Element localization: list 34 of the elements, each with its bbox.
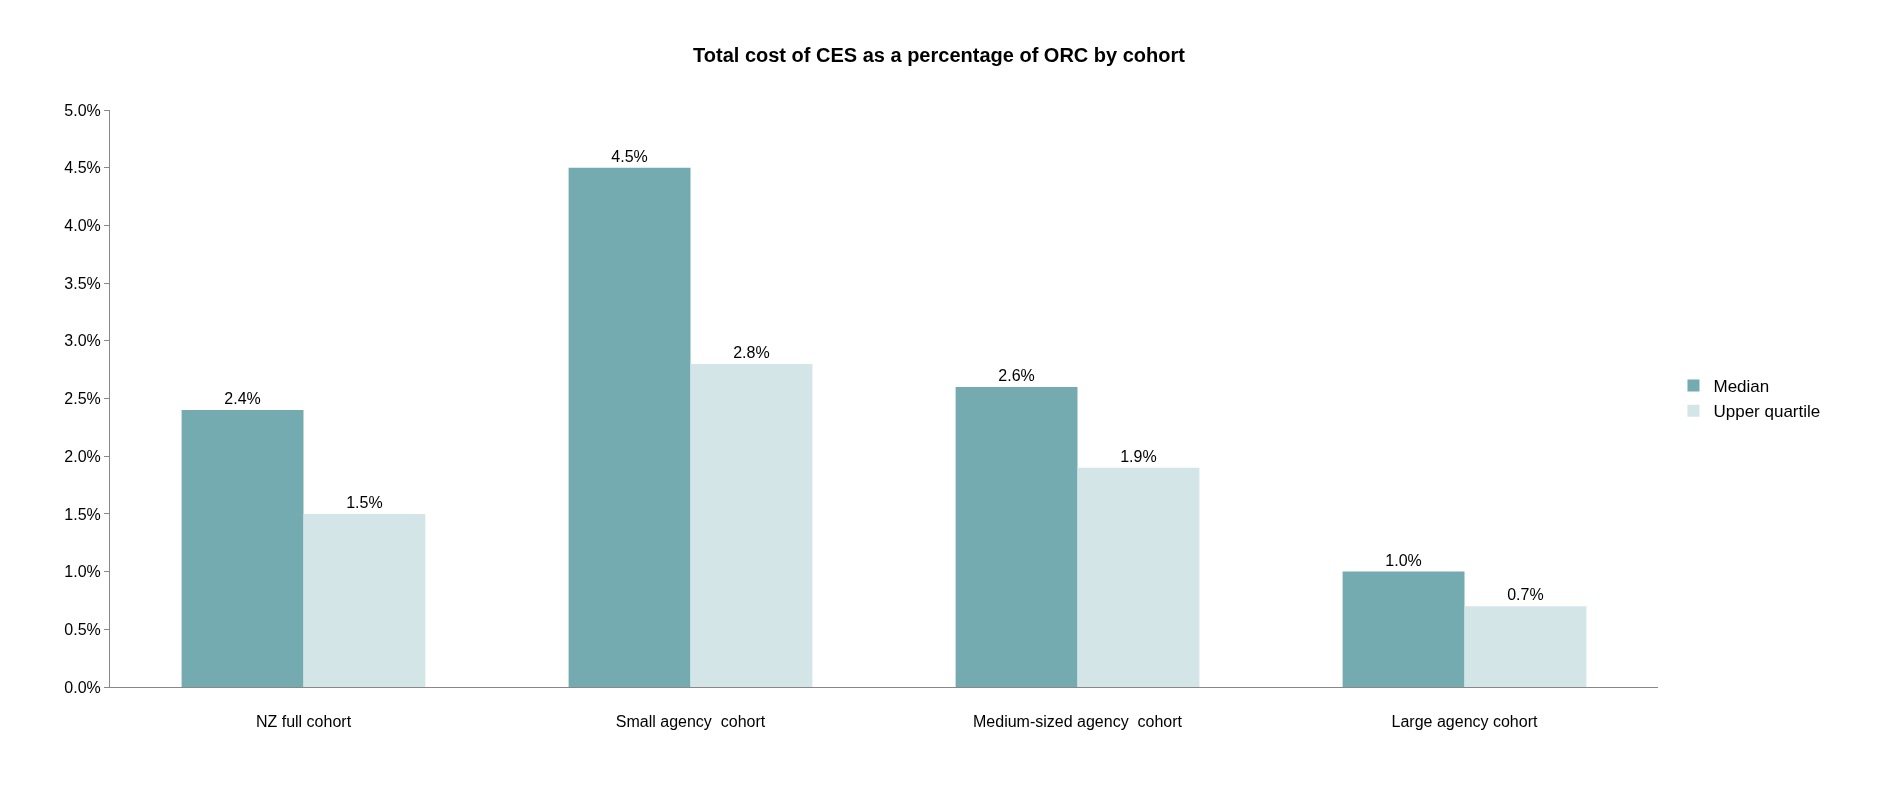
y-tick-label: 1.0% [64,563,101,581]
bar [1464,606,1587,687]
y-tick-label: 0.0% [64,678,101,696]
x-tick-label: Medium-sized agency cohort [973,713,1183,731]
y-tick-label: 0.5% [64,620,101,638]
bar [1077,467,1200,687]
bar [1342,571,1465,687]
y-tick-label: 1.5% [64,505,101,523]
legend-label: Median [1713,377,1770,397]
x-tick-label: Small agency cohort [615,713,766,731]
data-label: 2.4% [224,390,261,408]
y-tick-label: 4.0% [64,217,101,234]
bar [568,167,691,687]
y-tick-label: 2.0% [64,447,101,465]
x-tick-label: NZ full cohort [255,713,352,731]
bar [955,386,1078,687]
legend-label: Upper quartile [1713,402,1821,422]
y-tick-label: 5.0% [64,101,101,119]
data-label: 1.9% [1120,447,1157,465]
data-label: 1.0% [1385,551,1422,569]
data-label: 1.5% [346,493,383,511]
y-tick-label: 4.5% [64,159,101,177]
data-label: 0.7% [1507,586,1544,604]
chart-title: Total cost of CES as a percentage of ORC by cohort [693,44,1186,67]
bar [181,410,304,687]
data-label: 2.6% [998,366,1035,384]
x-tick-label: Large agency cohort [1391,713,1538,731]
y-tick-label: 3.5% [64,274,101,292]
bar [303,513,426,687]
bar [690,363,813,687]
data-label: 2.8% [733,343,770,361]
y-tick-label: 3.0% [64,332,101,350]
y-tick-label: 2.5% [64,390,101,408]
data-label: 4.5% [611,147,648,165]
